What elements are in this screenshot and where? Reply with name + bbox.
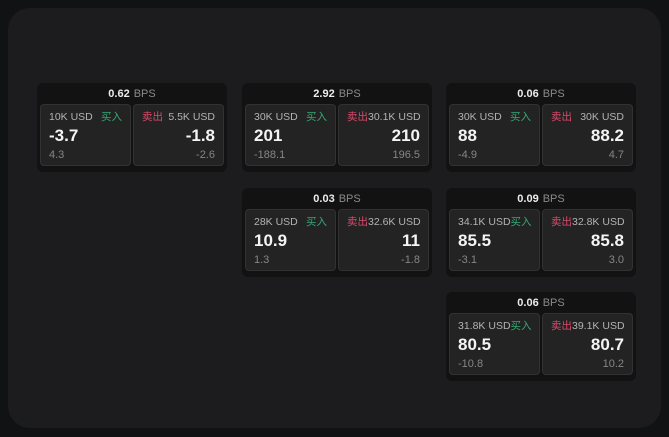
bps-value: 0.09 (517, 192, 539, 205)
quote-card-3: 0.06 BPS 30K USD 买入 88 -4.9 卖出 30K USD 8… (446, 83, 636, 172)
quote-card-1: 0.62 BPS 10K USD 买入 -3.7 4.3 卖出 5.5K USD… (37, 83, 227, 172)
quote-card-2: 2.92 BPS 30K USD 买入 201 -188.1 卖出 30.1K … (242, 83, 432, 172)
sell-sub-value: -2.6 (196, 149, 215, 161)
buy-price: 85.5 (458, 231, 492, 250)
quote-card-body: 34.1K USD 买入 85.5 -3.1 卖出 32.8K USD 85.8… (446, 209, 636, 274)
sell-label[interactable]: 卖出 (142, 111, 163, 123)
sell-price: 210 (391, 126, 420, 145)
buy-amount: 30K USD (458, 111, 502, 123)
bps-suffix-label: BPS (542, 87, 565, 100)
bps-header: 0.06 BPS (446, 83, 636, 104)
buy-price: -3.7 (49, 126, 79, 145)
buy-label[interactable]: 买入 (510, 320, 532, 332)
bps-suffix-label: BPS (133, 87, 156, 100)
buy-price: 201 (254, 126, 283, 145)
buy-pane[interactable]: 30K USD 买入 88 -4.9 (449, 104, 540, 166)
sell-label[interactable]: 卖出 (551, 320, 572, 332)
buy-sub-value: -10.8 (458, 358, 484, 370)
quote-card-5: 0.09 BPS 34.1K USD 买入 85.5 -3.1 卖出 32.8K… (446, 188, 636, 277)
bps-value: 0.06 (517, 87, 539, 100)
buy-amount: 10K USD (49, 111, 93, 123)
buy-sub-value: 1.3 (254, 254, 270, 266)
buy-amount: 28K USD (254, 216, 298, 228)
sell-label[interactable]: 卖出 (347, 216, 368, 228)
bps-suffix-label: BPS (338, 192, 361, 205)
buy-price: 10.9 (254, 231, 288, 250)
sell-sub-value: 196.5 (392, 149, 420, 161)
buy-pane[interactable]: 30K USD 买入 201 -188.1 (245, 104, 336, 166)
sell-label[interactable]: 卖出 (551, 216, 572, 228)
buy-sub-value: 4.3 (49, 149, 65, 161)
sell-amount: 30.1K USD (368, 111, 421, 123)
sell-amount: 5.5K USD (168, 111, 215, 123)
sell-pane[interactable]: 卖出 32.6K USD 11 -1.8 (338, 209, 429, 271)
sell-amount: 32.8K USD (572, 216, 625, 228)
sell-pane[interactable]: 卖出 5.5K USD -1.8 -2.6 (133, 104, 224, 166)
buy-label[interactable]: 买入 (510, 111, 531, 123)
bps-value: 0.06 (517, 296, 539, 309)
quote-card-body: 28K USD 买入 10.9 1.3 卖出 32.6K USD 11 -1.8 (242, 209, 432, 274)
quote-card-body: 31.8K USD 买入 80.5 -10.8 卖出 39.1K USD 80.… (446, 313, 636, 378)
sell-price: -1.8 (185, 126, 215, 145)
bps-header: 0.03 BPS (242, 188, 432, 209)
quote-card-4: 0.03 BPS 28K USD 买入 10.9 1.3 卖出 32.6K US… (242, 188, 432, 277)
buy-pane[interactable]: 31.8K USD 买入 80.5 -10.8 (449, 313, 540, 375)
bps-value: 0.03 (313, 192, 335, 205)
sell-price: 88.2 (590, 126, 624, 145)
sell-sub-value: 3.0 (608, 254, 624, 266)
buy-amount: 30K USD (254, 111, 298, 123)
sell-pane[interactable]: 卖出 30.1K USD 210 196.5 (338, 104, 429, 166)
buy-pane[interactable]: 34.1K USD 买入 85.5 -3.1 (449, 209, 540, 271)
sell-sub-value: 4.7 (608, 149, 624, 161)
buy-amount: 31.8K USD (458, 320, 511, 332)
buy-price: 88 (458, 126, 477, 145)
bps-suffix-label: BPS (338, 87, 361, 100)
bps-header: 2.92 BPS (242, 83, 432, 104)
sell-label[interactable]: 卖出 (347, 111, 368, 123)
buy-label[interactable]: 买入 (101, 111, 122, 123)
quote-card-6: 0.06 BPS 31.8K USD 买入 80.5 -10.8 卖出 39.1… (446, 292, 636, 381)
sell-price: 11 (402, 231, 420, 250)
buy-amount: 34.1K USD (458, 216, 511, 228)
quote-card-body: 30K USD 买入 88 -4.9 卖出 30K USD 88.2 4.7 (446, 104, 636, 169)
bps-value: 0.62 (108, 87, 130, 100)
sell-amount: 30K USD (580, 111, 624, 123)
sell-sub-value: 10.2 (602, 358, 624, 370)
buy-label[interactable]: 买入 (510, 216, 532, 228)
sell-amount: 32.6K USD (368, 216, 421, 228)
sell-price: 85.8 (590, 231, 624, 250)
quote-card-body: 10K USD 买入 -3.7 4.3 卖出 5.5K USD -1.8 -2.… (37, 104, 227, 169)
sell-price: 80.7 (590, 335, 624, 354)
sell-sub-value: -1.8 (401, 254, 420, 266)
sell-pane[interactable]: 卖出 30K USD 88.2 4.7 (542, 104, 633, 166)
sell-pane[interactable]: 卖出 32.8K USD 85.8 3.0 (542, 209, 633, 271)
bps-suffix-label: BPS (542, 192, 565, 205)
buy-pane[interactable]: 10K USD 买入 -3.7 4.3 (40, 104, 131, 166)
buy-pane[interactable]: 28K USD 买入 10.9 1.3 (245, 209, 336, 271)
sell-label[interactable]: 卖出 (551, 111, 572, 123)
buy-label[interactable]: 买入 (306, 216, 327, 228)
bps-header: 0.06 BPS (446, 292, 636, 313)
quote-card-body: 30K USD 买入 201 -188.1 卖出 30.1K USD 210 1… (242, 104, 432, 169)
sell-pane[interactable]: 卖出 39.1K USD 80.7 10.2 (542, 313, 633, 375)
buy-sub-value: -3.1 (458, 254, 477, 266)
bps-header: 0.62 BPS (37, 83, 227, 104)
sell-amount: 39.1K USD (572, 320, 625, 332)
buy-price: 80.5 (458, 335, 492, 354)
bps-value: 2.92 (313, 87, 335, 100)
bps-header: 0.09 BPS (446, 188, 636, 209)
buy-label[interactable]: 买入 (306, 111, 327, 123)
buy-sub-value: -4.9 (458, 149, 477, 161)
bps-suffix-label: BPS (542, 296, 565, 309)
buy-sub-value: -188.1 (254, 149, 286, 161)
